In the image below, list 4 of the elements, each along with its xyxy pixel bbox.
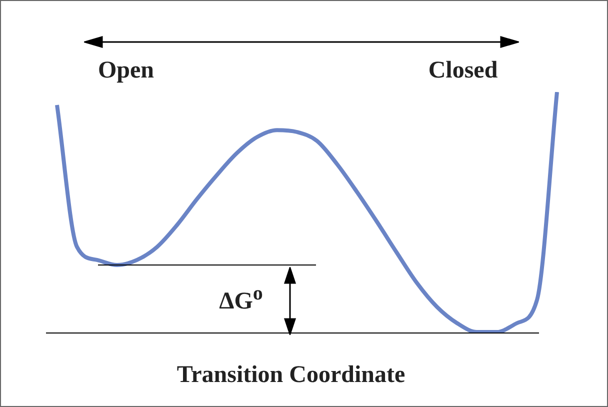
text: Closed xyxy=(428,58,498,84)
text: Open xyxy=(98,58,154,84)
annotation: ΔG$^{o}$ xyxy=(219,282,263,316)
x-axis-title: Transition Coordinate xyxy=(176,362,406,388)
